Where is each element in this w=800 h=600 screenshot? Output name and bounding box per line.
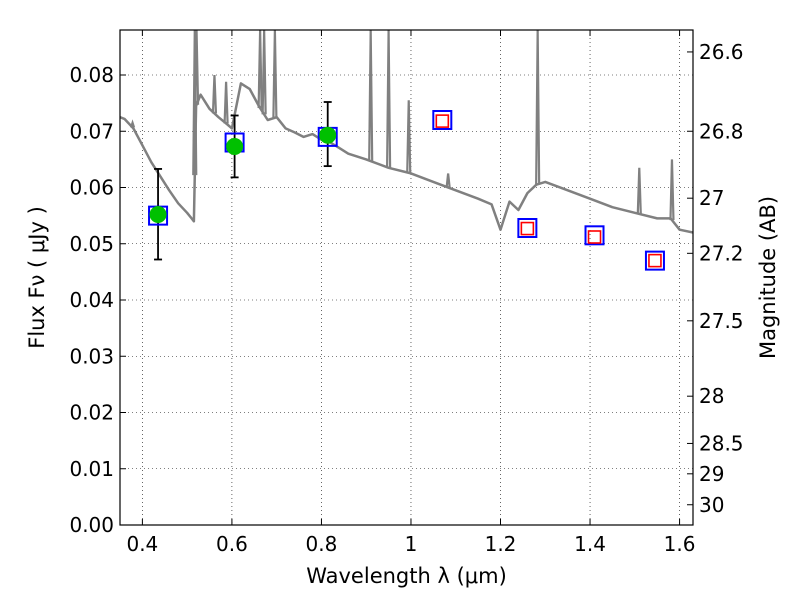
y-tick-label: 0.06: [69, 176, 114, 200]
model-photometry-marker: [644, 250, 665, 271]
x-tick-label: 1.6: [664, 532, 696, 556]
x-tick-label: 0.4: [126, 532, 158, 556]
grid: [120, 30, 693, 526]
x-axis-label: Wavelength λ (μm): [306, 564, 507, 588]
predicted-photometry-marker: [648, 253, 662, 268]
x-tick-label: 0.6: [216, 532, 248, 556]
emission-line: [129, 119, 136, 128]
plot-content: [120, 30, 693, 271]
plot-area: [120, 30, 693, 271]
right-tick-label: 30: [699, 493, 724, 517]
observed-point: [319, 126, 337, 144]
axes: 0.4 0.6 0.8 1 1.2 1.4 1.6 0.00 0.01 0.02 0.03 0.04 0…: [69, 30, 744, 556]
model-photometry-marker: [432, 110, 453, 130]
emission-line: [535, 30, 541, 185]
emission-line: [669, 159, 675, 221]
emission-line: [385, 30, 392, 168]
right-tick-label: 28.5: [699, 431, 744, 455]
observed-point: [149, 206, 167, 223]
y-tick-label: 0.03: [69, 344, 114, 368]
x-tick-label: 1.4: [574, 532, 606, 556]
x-tick-label: 1: [405, 532, 418, 556]
right-tick-label: 27: [699, 186, 724, 210]
emission-line: [406, 100, 412, 173]
y-tick-label: 0.04: [69, 288, 114, 312]
right-tick-label: 26.6: [699, 40, 744, 64]
right-tick-label: 29: [699, 462, 724, 486]
right-tick-label: 27.5: [699, 309, 744, 333]
y-tick-label: 0.08: [69, 63, 114, 87]
predicted-photometry-marker: [587, 230, 602, 244]
predicted-photometry-marker: [520, 221, 535, 236]
y-axis-label-left: Flux Fν ( μJy ): [25, 206, 49, 349]
observed-point: [226, 137, 244, 155]
predicted-photometry-marker: [435, 114, 450, 128]
right-tick-label: 27.2: [699, 241, 744, 265]
y-tick-label: 0.05: [69, 232, 114, 256]
model-photometry-marker: [584, 225, 605, 246]
y-tick-label: 0.02: [69, 401, 114, 425]
model-photometry-marker: [517, 218, 538, 238]
emission-line: [257, 30, 263, 109]
y-tick-label: 0.01: [69, 457, 114, 481]
right-tick-label: 26.8: [699, 119, 744, 143]
right-tick-label: 28: [699, 384, 724, 408]
x-tick-label: 1.2: [485, 532, 517, 556]
emission-line: [193, 30, 200, 105]
emission-line: [636, 167, 642, 214]
x-tick-label: 0.8: [306, 532, 338, 556]
spectrum-line: [120, 82, 693, 234]
y-tick-label: 0.07: [69, 119, 114, 143]
emission-line: [211, 74, 218, 114]
emission-line: [192, 30, 198, 176]
y-axis-label-right: Magnitude (AB): [756, 196, 780, 359]
emission-line: [272, 30, 278, 118]
emission-line: [445, 173, 451, 188]
emission-line: [368, 30, 374, 162]
y-tick-label: 0.00: [69, 513, 114, 537]
emission-line: [261, 30, 267, 115]
emission-line: [223, 81, 229, 124]
axes-frame: [119, 29, 694, 526]
